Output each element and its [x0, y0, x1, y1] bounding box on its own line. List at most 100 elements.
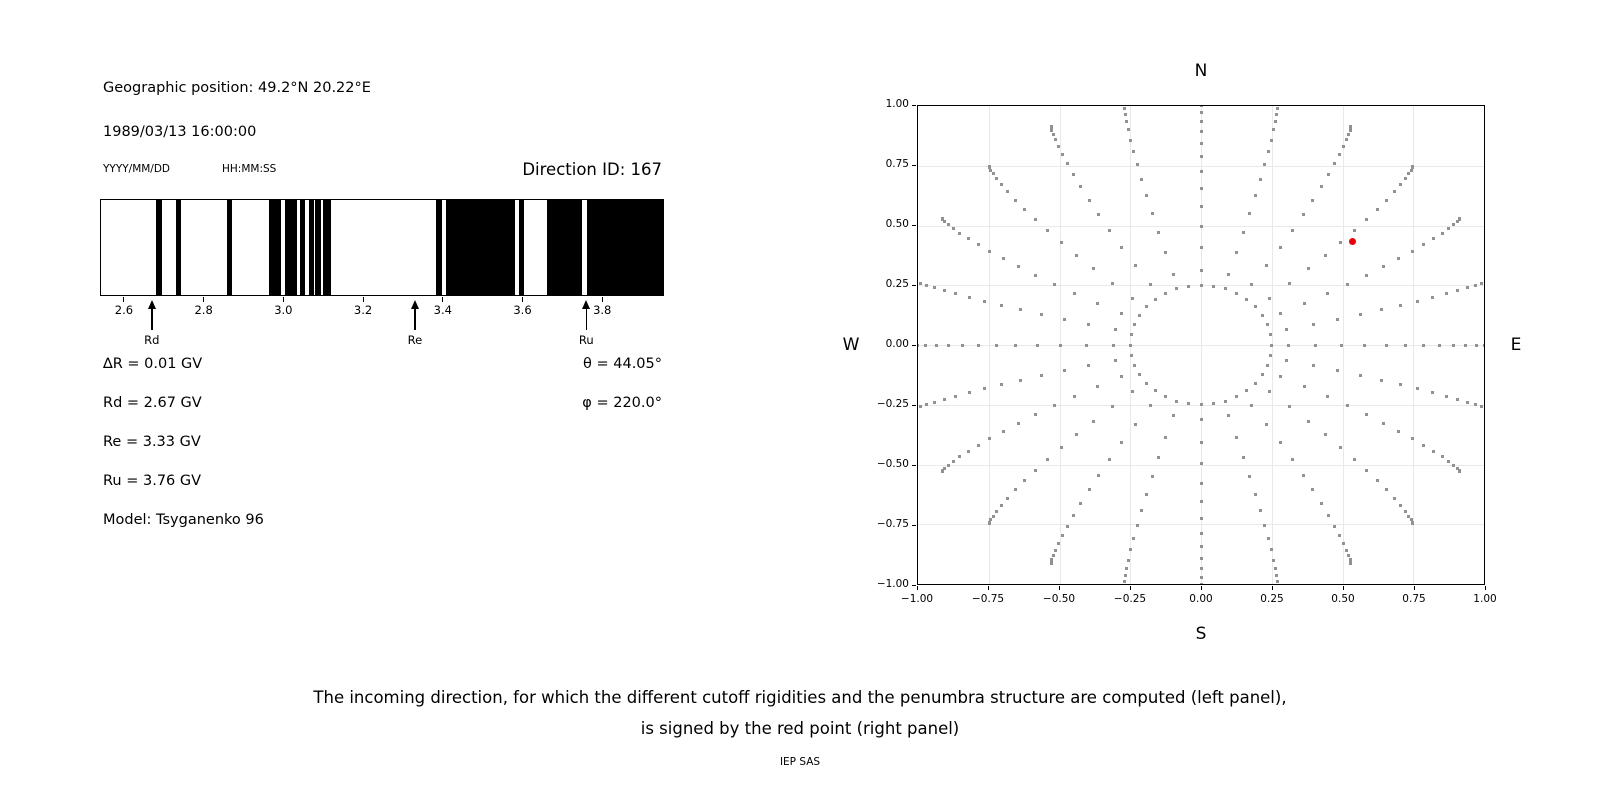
trajectory-dot — [1129, 353, 1133, 357]
x-tick-label: 0.00 — [1189, 593, 1213, 605]
trajectory-dot — [1253, 193, 1257, 197]
trajectory-dot — [982, 387, 986, 391]
trajectory-dot — [1045, 458, 1049, 462]
trajectory-dot — [1422, 343, 1426, 347]
y-tick-label: 0.50 — [885, 218, 909, 230]
cutoff-arrow-head — [582, 300, 591, 309]
trajectory-dot — [1145, 193, 1149, 197]
trajectory-dot — [1000, 183, 1004, 187]
penumbra-black-band — [546, 200, 583, 295]
caption-line-1: The incoming direction, for which the di… — [313, 688, 1287, 707]
cutoff-arrow-label: Ru — [578, 333, 594, 347]
trajectory-dot — [982, 299, 986, 303]
trajectory-dot — [946, 343, 950, 347]
trajectory-dot — [1452, 223, 1456, 227]
penumbra-tick-label: 3.0 — [274, 303, 293, 317]
trajectory-dot — [1023, 207, 1027, 211]
trajectory-dot — [1403, 509, 1407, 513]
trajectory-dot — [1260, 373, 1264, 377]
trajectory-dot — [1375, 479, 1379, 483]
trajectory-dot — [1270, 343, 1274, 347]
penumbra-black-band — [587, 200, 663, 295]
trajectory-dot — [1072, 173, 1076, 177]
trajectory-dot — [1410, 521, 1414, 525]
trajectory-dot — [1440, 231, 1444, 235]
trajectory-dot — [1051, 554, 1055, 558]
trajectory-dot — [1050, 128, 1054, 132]
trajectory-dot — [1267, 390, 1271, 394]
penumbra-tick-label: 3.4 — [433, 303, 452, 317]
trajectory-dot — [1266, 150, 1270, 154]
trajectory-dot — [1314, 343, 1318, 347]
trajectory-dot — [1432, 449, 1436, 453]
trajectory-dot — [1199, 403, 1203, 407]
trajectory-dot — [1319, 185, 1323, 189]
trajectory-dot — [1474, 403, 1478, 407]
trajectory-dot — [934, 343, 938, 347]
trajectory-dot — [1287, 343, 1291, 347]
trajectory-dot — [1432, 237, 1436, 241]
delta-r-value: ∆R = 0.01 GV — [103, 356, 203, 372]
trajectory-dot — [942, 397, 946, 401]
trajectory-dot — [967, 295, 971, 299]
penumbra-black-band — [445, 200, 515, 295]
penumbra-black-band — [268, 200, 281, 295]
trajectory-dot — [1348, 558, 1352, 562]
trajectory-dot — [1148, 404, 1152, 408]
trajectory-dot — [1346, 282, 1350, 286]
trajectory-dot — [1095, 384, 1099, 388]
trajectory-dot — [1199, 499, 1203, 503]
trajectory-dot — [1092, 267, 1096, 271]
trajectory-dot — [1129, 333, 1133, 337]
trajectory-dot — [1119, 312, 1123, 316]
trajectory-dot — [1175, 287, 1179, 291]
trajectory-dot — [1087, 198, 1091, 202]
trajectory-dot — [1301, 473, 1305, 477]
trajectory-dot — [1097, 473, 1101, 477]
ru-value: Ru = 3.76 GV — [103, 473, 202, 489]
trajectory-dot — [1111, 343, 1115, 347]
trajectory-dot — [1014, 343, 1018, 347]
trajectory-dot — [1260, 313, 1264, 317]
trajectory-dot — [1410, 249, 1414, 253]
trajectory-dot — [1363, 343, 1367, 347]
trajectory-dot — [1065, 162, 1069, 166]
trajectory-dot — [1276, 579, 1280, 583]
gridline-horizontal — [918, 464, 1484, 466]
trajectory-dot — [1079, 501, 1083, 505]
trajectory-dot — [1466, 286, 1470, 290]
trajectory-dot — [1175, 399, 1179, 403]
trajectory-dot — [1338, 152, 1342, 156]
trajectory-dot — [940, 469, 944, 473]
trajectory-dot — [1258, 509, 1262, 513]
trajectory-dot — [1404, 343, 1408, 347]
north-label: N — [1194, 61, 1208, 81]
trajectory-dot — [1474, 343, 1478, 347]
trajectory-dot — [1353, 228, 1357, 232]
trajectory-dot — [1172, 413, 1176, 417]
trajectory-dot — [1244, 297, 1248, 301]
trajectory-dot — [1431, 295, 1435, 299]
trajectory-dot — [991, 172, 995, 176]
penumbra-tick-label: 2.6 — [114, 303, 134, 317]
trajectory-dot — [1134, 423, 1137, 427]
trajectory-dot — [1274, 567, 1278, 571]
trajectory-dot — [1398, 383, 1402, 387]
trajectory-dot — [1452, 463, 1456, 467]
trajectory-dot — [1199, 205, 1203, 209]
trajectory-dot — [1039, 374, 1043, 377]
trajectory-dot — [1398, 503, 1402, 507]
trajectory-dot — [1122, 106, 1126, 107]
trajectory-dot — [1416, 299, 1420, 303]
trajectory-dot — [1226, 273, 1230, 277]
trajectory-dot — [1199, 119, 1203, 123]
trajectory-dot — [1455, 466, 1459, 470]
trajectory-dot — [1187, 284, 1191, 288]
trajectory-dot — [1108, 228, 1112, 232]
trajectory-dot — [1407, 172, 1411, 176]
trajectory-dot — [1359, 374, 1363, 377]
trajectory-dot — [1365, 273, 1369, 277]
trajectory-dot — [1288, 405, 1292, 409]
trajectory-dot — [1131, 390, 1135, 394]
trajectory-dot — [1480, 281, 1484, 285]
